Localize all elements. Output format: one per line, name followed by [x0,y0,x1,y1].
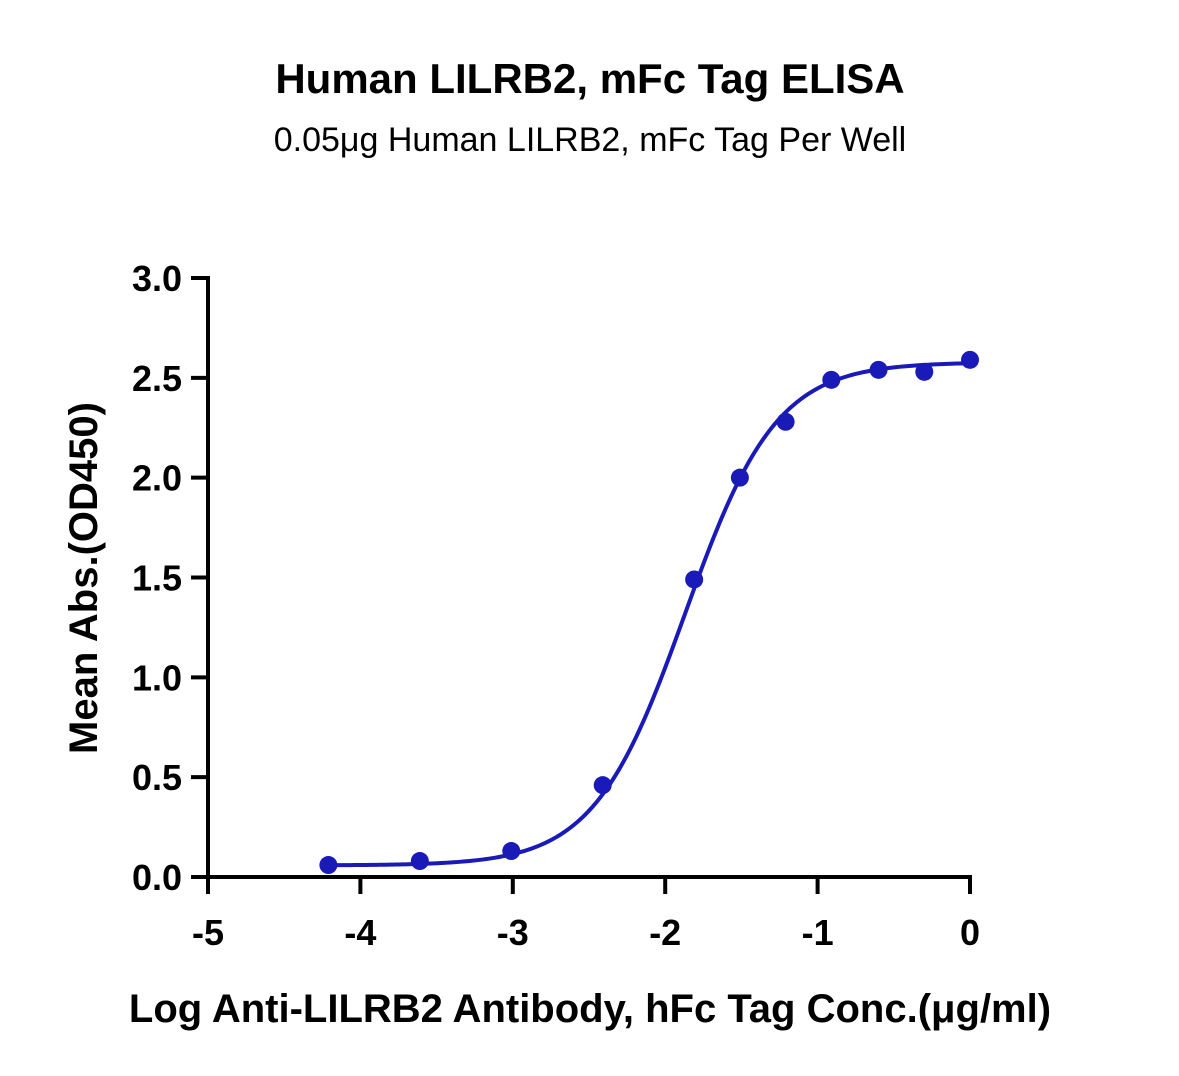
y-tick-label: 0.5 [132,757,182,798]
x-tick-label: -2 [649,912,681,953]
chart-title: Human LILRB2, mFc Tag ELISA [275,55,904,102]
y-tick-label: 0.0 [132,857,182,898]
y-tick-label: 3.0 [132,258,182,299]
chart-subtitle: 0.05μg Human LILRB2, mFc Tag Per Well [274,121,907,159]
tick-labels: 0.0 0.5 1.0 1.5 2.0 2.5 3.0 -5 -4 -3 -2 -1 0 [132,258,980,953]
fit-curve [328,361,971,868]
x-tick-label: -5 [192,912,224,953]
y-tick-label: 1.5 [132,558,182,599]
y-tick-label: 2.5 [132,358,182,399]
data-point [869,360,888,379]
axes [191,276,972,894]
fit-curve-layer [328,361,971,868]
data-point [410,852,429,871]
data-point [730,468,749,487]
y-axis-label: Mean Abs.(OD450) [62,402,106,754]
x-tick-label: -1 [802,912,834,953]
y-tick-label: 2.0 [132,458,182,499]
x-axis-label: Log Anti-LILRB2 Antibody, hFc Tag Conc.(… [129,987,1051,1031]
data-point [776,412,795,431]
x-tick-label: -4 [344,912,376,953]
data-point [685,570,704,589]
x-tick-label: 0 [960,912,980,953]
y-tick-label: 1.0 [132,657,182,698]
data-point [593,776,612,795]
x-tick-label: -3 [497,912,529,953]
data-point [961,350,979,369]
data-point [822,370,841,389]
data-point [319,856,338,875]
data-points [319,350,979,875]
data-point [502,842,521,861]
data-point [915,362,934,381]
